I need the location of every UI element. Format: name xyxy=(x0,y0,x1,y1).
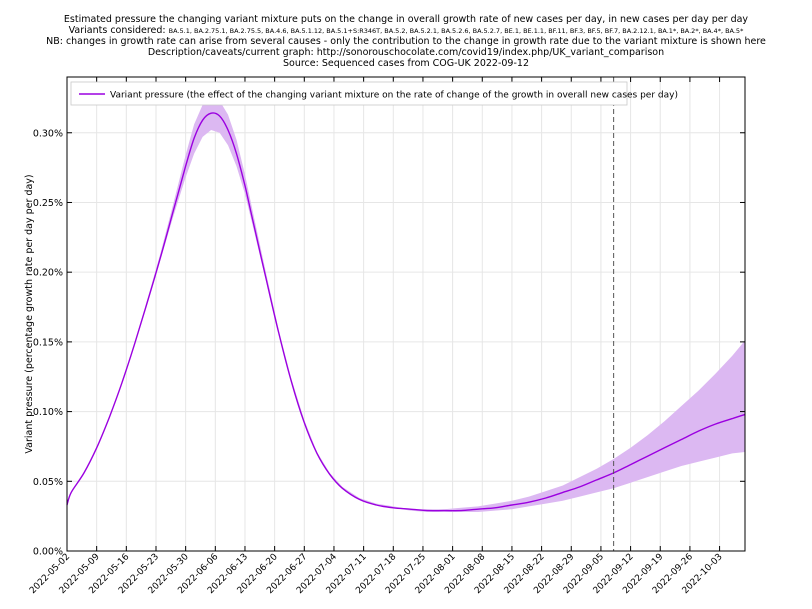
title-line-4: Source: Sequenced cases from COG-UK 2022… xyxy=(282,58,529,69)
grid-lines xyxy=(66,77,745,551)
y-axis: 0.00% 0.05% 0.10% 0.15% 0.20% 0.25% 0.30% xyxy=(33,128,745,558)
x-axis: 2022-05-022022-05-092022-05-162022-05-23… xyxy=(28,77,725,596)
legend-box xyxy=(70,81,628,106)
y-tick-label: 0.20% xyxy=(33,268,63,279)
series-line xyxy=(66,112,746,512)
y-tick-label: 0.05% xyxy=(33,477,63,488)
y-tick-label: 0.15% xyxy=(33,337,63,348)
y-tick-label: 0.30% xyxy=(33,128,63,139)
legend: Variant pressure (the effect of the chan… xyxy=(70,81,678,106)
title-line-1: Estimated pressure the changing variant … xyxy=(63,14,749,25)
variants-label: Variants considered: xyxy=(68,25,166,36)
confidence-band xyxy=(67,96,745,512)
variants-list: BA.5.1, BA.2.75.1, BA.2.75.5, BA.4.6, BA… xyxy=(168,27,744,35)
y-axis-label: Variant pressure (percentage growth rate… xyxy=(24,174,35,453)
title-line-2: NB: changes in growth rate can arise fro… xyxy=(46,36,766,47)
variants-considered: Variants considered: BA.5.1, BA.2.75.1, … xyxy=(0,25,812,37)
y-tick-label: 0.25% xyxy=(33,198,63,209)
y-tick-label: 0.00% xyxy=(33,547,63,558)
title-line-3: Description/caveats/current graph: http:… xyxy=(147,47,665,58)
plot-frame xyxy=(66,76,746,552)
legend-label: Variant pressure (the effect of the chan… xyxy=(110,91,678,101)
y-tick-label: 0.10% xyxy=(33,407,63,418)
